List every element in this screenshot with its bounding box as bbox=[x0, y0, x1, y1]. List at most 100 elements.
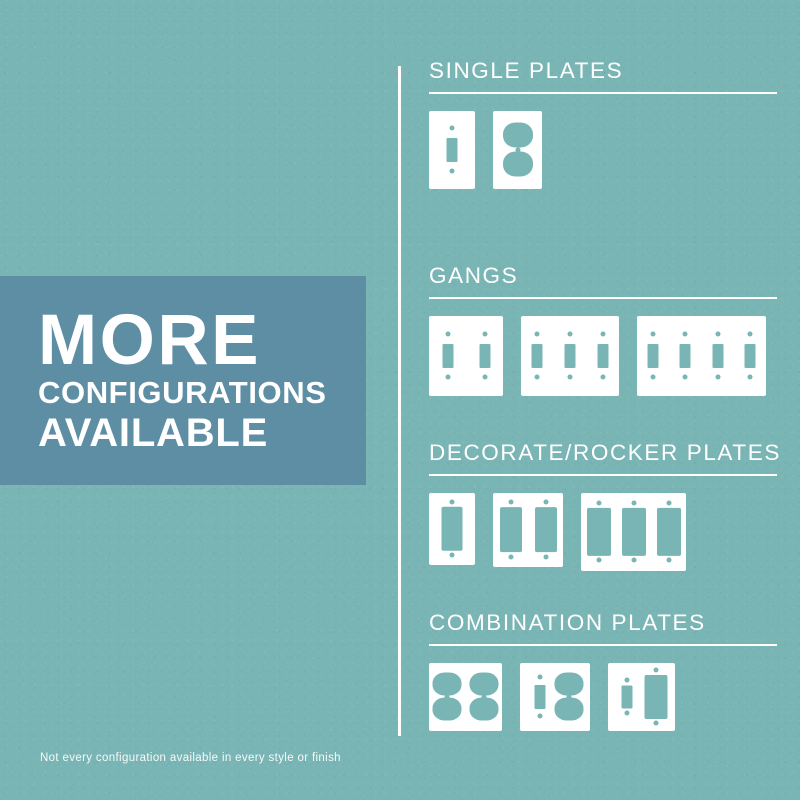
duplex-outlet-opening bbox=[554, 672, 584, 696]
headline-banner-content: MORE CONFIGURATIONS AVAILABLE bbox=[38, 276, 346, 485]
mounting-screw-dot bbox=[534, 374, 540, 380]
section-title: SINGLE PLATES bbox=[429, 58, 624, 83]
mounting-screw-dot bbox=[715, 374, 721, 380]
mounting-screw-dot bbox=[596, 500, 601, 506]
plate-row bbox=[429, 315, 777, 396]
mounting-screw-dot bbox=[482, 331, 487, 337]
toggle-switch-slot bbox=[446, 137, 458, 162]
mounting-screw-dot bbox=[666, 557, 671, 563]
mounting-screw-dot bbox=[445, 374, 450, 380]
toggle-switch-slot bbox=[442, 343, 453, 368]
mounting-screw-dot bbox=[445, 331, 450, 337]
triple-rocker-plate bbox=[581, 492, 686, 571]
rocker-switch-opening bbox=[644, 674, 668, 719]
mounting-screw-dot bbox=[537, 713, 543, 719]
plate-row bbox=[429, 492, 781, 571]
rocker-switch-opening bbox=[534, 506, 557, 553]
section-underline bbox=[429, 296, 777, 299]
headline-banner: MORE CONFIGURATIONS AVAILABLE bbox=[0, 276, 366, 485]
mounting-screw-dot bbox=[567, 374, 573, 380]
headline-line-more: MORE bbox=[38, 301, 261, 381]
three-gang-toggle-plate bbox=[521, 315, 619, 396]
section-title: DECORATE/ROCKER PLATES bbox=[429, 440, 781, 465]
mounting-screw-dot bbox=[631, 557, 636, 563]
mounting-screw-dot bbox=[482, 374, 487, 380]
duplex-outlet-opening bbox=[502, 122, 533, 148]
mounting-screw-dot bbox=[653, 667, 659, 673]
vertical-divider bbox=[398, 66, 401, 736]
section-underline bbox=[429, 473, 777, 476]
double-rocker-plate bbox=[493, 492, 563, 567]
mounting-screw-dot bbox=[444, 694, 450, 699]
single-rocker-plate bbox=[429, 492, 475, 565]
mounting-screw-dot bbox=[653, 720, 659, 726]
mounting-screw-dot bbox=[534, 331, 540, 337]
mounting-screw-dot bbox=[449, 168, 455, 174]
mounting-screw-dot bbox=[715, 331, 721, 337]
mounting-screw-dot bbox=[600, 374, 606, 380]
single-toggle-plate bbox=[429, 110, 475, 189]
toggle-switch-slot bbox=[597, 343, 609, 368]
plate-section: GANGS bbox=[429, 263, 777, 396]
toggle-rocker-combination-plate bbox=[608, 662, 675, 731]
double-duplex-outlet-plate bbox=[429, 662, 502, 731]
mounting-screw-dot bbox=[515, 147, 520, 152]
rocker-switch-opening bbox=[441, 506, 463, 551]
duplex-outlet-opening bbox=[432, 697, 462, 721]
mounting-screw-dot bbox=[566, 694, 572, 699]
mounting-screw-dot bbox=[747, 374, 753, 380]
section-underline bbox=[429, 91, 777, 94]
toggle-switch-slot bbox=[744, 343, 756, 368]
mounting-screw-dot bbox=[449, 499, 455, 505]
mounting-screw-dot bbox=[666, 500, 671, 506]
mounting-screw-dot bbox=[508, 554, 513, 560]
mounting-screw-dot bbox=[631, 500, 636, 506]
toggle-switch-slot bbox=[647, 343, 659, 368]
duplex-outlet-opening bbox=[469, 697, 499, 721]
plate-section: SINGLE PLATES bbox=[429, 58, 777, 189]
four-gang-toggle-plate bbox=[637, 315, 766, 396]
rocker-switch-opening bbox=[656, 507, 681, 556]
plate-section: COMBINATION PLATES bbox=[429, 610, 777, 731]
footnote-disclaimer: Not every configuration available in eve… bbox=[40, 752, 341, 764]
mounting-screw-dot bbox=[682, 331, 688, 337]
plate-section: DECORATE/ROCKER PLATES bbox=[429, 440, 781, 571]
plate-row bbox=[429, 662, 777, 731]
section-underline bbox=[429, 643, 777, 646]
toggle-duplex-combination-plate bbox=[520, 662, 590, 731]
mounting-screw-dot bbox=[543, 499, 548, 505]
mounting-screw-dot bbox=[650, 331, 656, 337]
mounting-screw-dot bbox=[449, 552, 455, 558]
mounting-screw-dot bbox=[567, 331, 573, 337]
duplex-outlet-opening bbox=[502, 151, 533, 177]
rocker-switch-opening bbox=[499, 506, 522, 553]
toggle-switch-slot bbox=[534, 684, 546, 709]
rocker-switch-opening bbox=[586, 507, 611, 556]
section-title: COMBINATION PLATES bbox=[429, 610, 706, 635]
mounting-screw-dot bbox=[537, 674, 543, 680]
single-duplex-outlet-plate bbox=[493, 110, 542, 189]
headline-line-available: AVAILABLE bbox=[38, 410, 269, 455]
toggle-switch-slot bbox=[479, 343, 490, 368]
mounting-screw-dot bbox=[449, 125, 455, 131]
toggle-switch-slot bbox=[621, 685, 633, 708]
toggle-switch-slot bbox=[712, 343, 724, 368]
two-gang-toggle-plate bbox=[429, 315, 503, 396]
mounting-screw-dot bbox=[508, 499, 513, 505]
mounting-screw-dot bbox=[650, 374, 656, 380]
mounting-screw-dot bbox=[682, 374, 688, 380]
toggle-switch-slot bbox=[679, 343, 691, 368]
headline-line-configurations: CONFIGURATIONS bbox=[38, 375, 327, 411]
rocker-switch-opening bbox=[621, 507, 646, 556]
duplex-outlet-opening bbox=[554, 697, 584, 721]
duplex-outlet-opening bbox=[469, 672, 499, 696]
mounting-screw-dot bbox=[624, 710, 630, 716]
toggle-switch-slot bbox=[531, 343, 543, 368]
mounting-screw-dot bbox=[543, 554, 548, 560]
plate-row bbox=[429, 110, 777, 189]
mounting-screw-dot bbox=[624, 677, 630, 683]
mounting-screw-dot bbox=[481, 694, 487, 699]
section-title: GANGS bbox=[429, 263, 519, 288]
mounting-screw-dot bbox=[747, 331, 753, 337]
